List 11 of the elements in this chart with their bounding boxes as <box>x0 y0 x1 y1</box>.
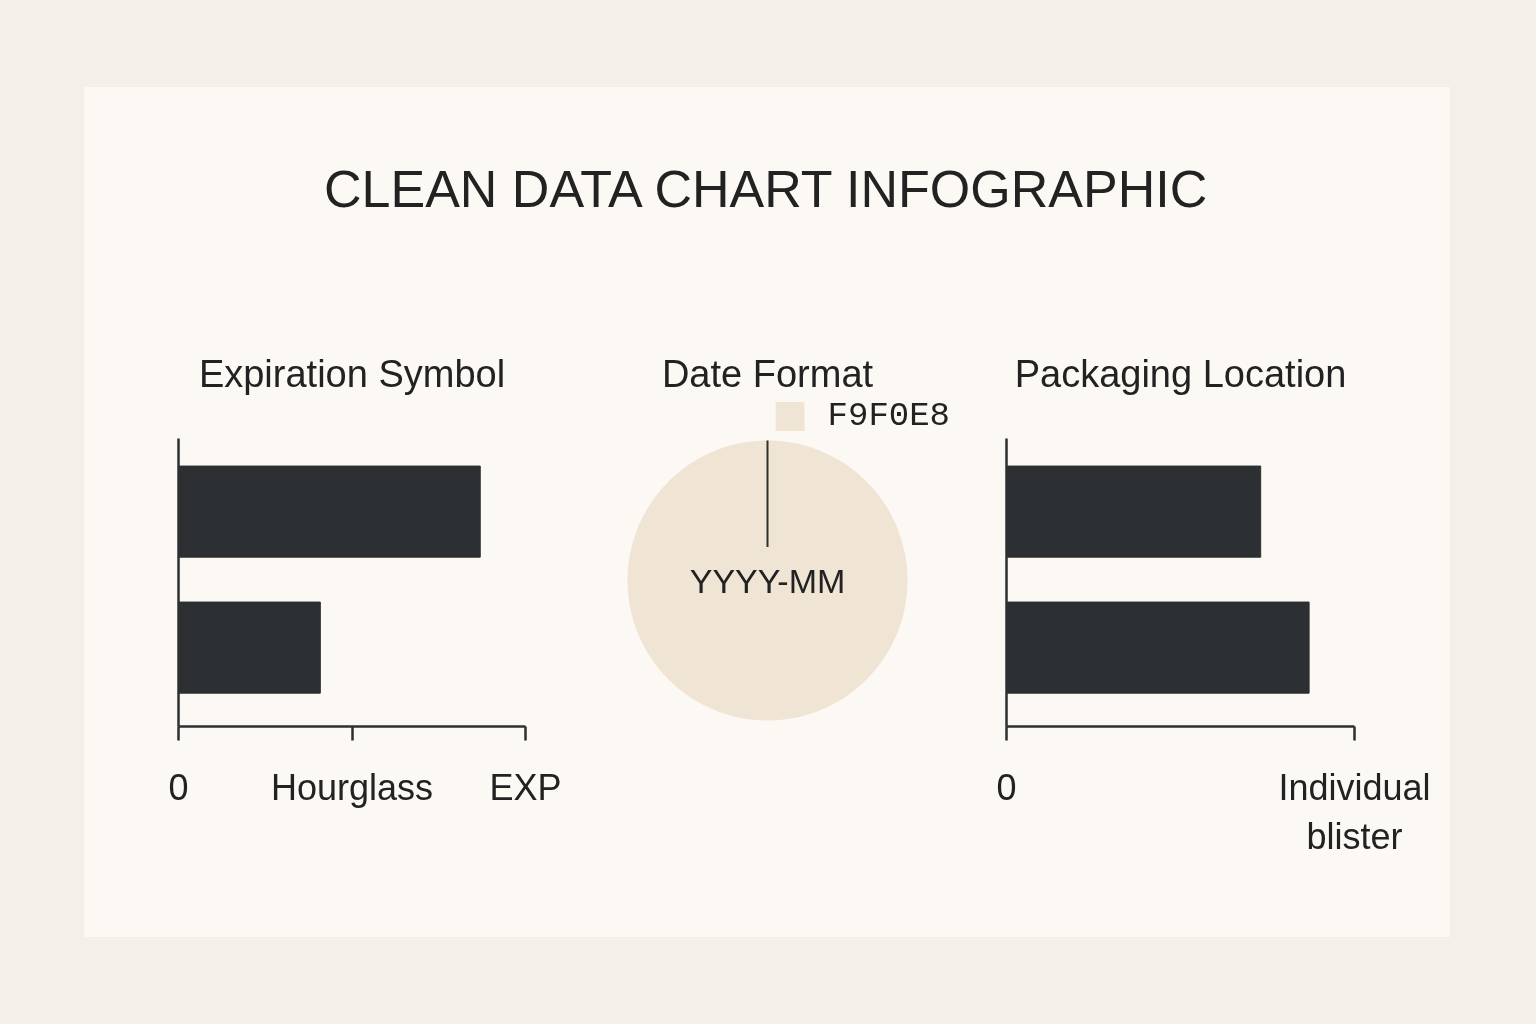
text: 0 <box>168 766 189 808</box>
slice-label: YYYY-MM <box>689 561 846 600</box>
text: Hourglass <box>270 766 434 808</box>
chart-title: Packaging Location <box>1014 352 1347 395</box>
text: EXP <box>489 766 562 808</box>
chart-title: Expiration Symbol <box>198 352 506 395</box>
legend-label: F9F0E8 <box>827 397 950 435</box>
chart-title: Date Format <box>661 352 874 395</box>
text: Individual blister <box>1278 766 1431 857</box>
text: 0 <box>996 766 1017 808</box>
text: CLEAN DATA CHART INFOGRAPHIC <box>324 159 1208 218</box>
